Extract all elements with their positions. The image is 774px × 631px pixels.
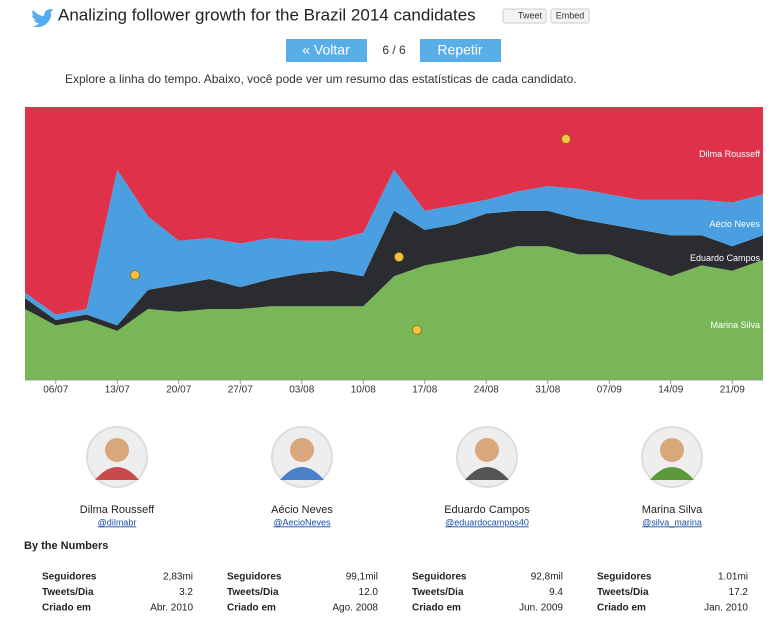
stat-value: 9.4 [549, 587, 563, 598]
back-label[interactable]: « Voltar [302, 42, 350, 58]
x-tick-label: 24/08 [474, 385, 499, 396]
x-tick-label: 31/08 [535, 385, 560, 396]
description: Explore a linha do tempo. Abaixo, você p… [65, 72, 577, 86]
event-marker[interactable] [412, 325, 422, 335]
candidate-name: Marina Silva [642, 504, 703, 516]
stat-value: 99,1mil [346, 572, 378, 583]
candidate-name: Dilma Rousseff [80, 504, 155, 516]
area [25, 107, 763, 315]
stat-label: Tweets/Dia [597, 587, 649, 598]
event-marker[interactable] [394, 252, 404, 262]
replay-label[interactable]: Repetir [437, 42, 482, 58]
x-tick-label: 17/08 [412, 385, 437, 396]
stat-value: 1.01mi [718, 572, 748, 583]
stat-value: 92,8mil [531, 572, 563, 583]
series-label: Aécio Neves [709, 219, 760, 229]
counter: 6 / 6 [382, 43, 406, 57]
avatar-body [280, 467, 324, 480]
page-title: Analizing follower growth for the Brazil… [58, 5, 476, 24]
area [25, 210, 763, 331]
embed-button[interactable] [550, 8, 590, 24]
tweet-label[interactable]: Tweet [518, 10, 543, 20]
event-markers [130, 134, 571, 335]
x-tick-label: 27/07 [228, 385, 253, 396]
stat-label: Tweets/Dia [412, 587, 464, 598]
stat-label: Criado em [412, 603, 461, 614]
candidate-cards: Dilma Rousseff@dilmabr Aécio Neves@AecioN… [80, 426, 703, 527]
stat-value: 3.2 [179, 587, 193, 598]
avatar-head [660, 438, 684, 462]
avatar-body [465, 467, 509, 480]
stat-value: Abr. 2010 [150, 603, 193, 614]
stat-label: Tweets/Dia [42, 587, 94, 598]
stat-value: 2,83mi [163, 572, 193, 583]
avatar-body [650, 467, 694, 480]
stat-value: 17.2 [729, 587, 749, 598]
x-tick-label: 20/07 [166, 385, 191, 396]
x-tick-label: 21/09 [720, 385, 745, 396]
area [25, 246, 763, 380]
stat-label: Criado em [42, 603, 91, 614]
avatar-body [95, 467, 139, 480]
stats-table: Seguidores 2,83mi Tweets/Dia 3.2 Criado em Ab… [42, 572, 748, 614]
x-tick-label: 10/08 [351, 385, 376, 396]
stat-label: Seguidores [227, 572, 282, 583]
series-label: Eduardo Campos [690, 253, 761, 263]
candidate-handle[interactable]: @eduardocampos40 [445, 517, 529, 527]
chart: Marina Silva Eduardo Campos Aécio Neves Dil… [25, 107, 763, 396]
event-marker[interactable] [561, 134, 571, 144]
stat-value: 12.0 [359, 587, 379, 598]
series-label: Dilma Rousseff [699, 149, 760, 159]
stat-label: Seguidores [42, 572, 97, 583]
candidate-handle[interactable]: @dilmabr [98, 517, 137, 527]
stat-value: Ago. 2008 [332, 603, 378, 614]
replay-button[interactable] [420, 39, 501, 62]
x-tick-label: 14/09 [658, 385, 683, 396]
stat-label: Seguidores [412, 572, 467, 583]
candidate-name: Eduardo Campos [444, 504, 530, 516]
stat-label: Criado em [597, 603, 646, 614]
avatar-head [475, 438, 499, 462]
stats-title: By the Numbers [24, 540, 108, 552]
area [25, 169, 763, 326]
event-marker[interactable] [130, 270, 140, 280]
x-tick-label: 06/07 [43, 385, 68, 396]
x-tick-label: 07/09 [597, 385, 622, 396]
embed-label[interactable]: Embed [556, 10, 585, 20]
candidate-handle[interactable]: @silva_marina [642, 517, 702, 527]
avatar-head [290, 438, 314, 462]
x-tick-label: 13/07 [105, 385, 130, 396]
stat-label: Tweets/Dia [227, 587, 279, 598]
back-button[interactable] [286, 39, 367, 62]
stat-label: Criado em [227, 603, 276, 614]
avatar-head [105, 438, 129, 462]
x-tick-label: 03/08 [289, 385, 314, 396]
candidate-name: Aécio Neves [271, 504, 333, 516]
twitter-icon [32, 9, 53, 27]
tweet-button[interactable] [502, 8, 547, 24]
candidate-handle[interactable]: @AecioNeves [273, 517, 331, 527]
series-label: Marina Silva [710, 320, 760, 330]
stat-label: Seguidores [597, 572, 652, 583]
stat-value: Jun. 2009 [519, 603, 563, 614]
stat-value: Jan. 2010 [704, 603, 748, 614]
